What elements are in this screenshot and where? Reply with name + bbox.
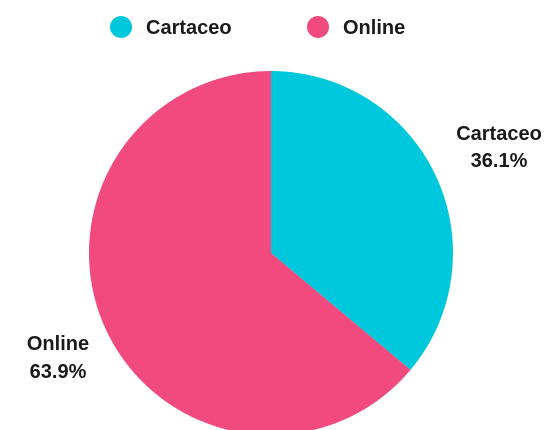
legend-item-cartaceo[interactable]: Cartaceo: [110, 16, 232, 39]
slice-labels: Cartaceo 36.1% Online 63.9%: [27, 123, 542, 383]
legend-label-online: Online: [343, 17, 405, 39]
pie-slice-cartaceo[interactable]: [271, 71, 454, 370]
legend-swatch-online: [307, 16, 329, 38]
pie-slice-online[interactable]: [89, 71, 411, 430]
legend-item-online[interactable]: Online: [307, 16, 405, 39]
slice-label-online: Online: [27, 333, 89, 355]
pie-slices: [89, 71, 454, 430]
slice-label-cartaceo: Cartaceo: [456, 123, 542, 145]
legend-label-cartaceo: Cartaceo: [146, 17, 232, 39]
legend-swatch-cartaceo: [110, 16, 132, 38]
slice-value-cartaceo: 36.1%: [471, 150, 528, 172]
slice-value-online: 63.9%: [30, 361, 87, 383]
legend: Cartaceo Online: [110, 16, 405, 39]
